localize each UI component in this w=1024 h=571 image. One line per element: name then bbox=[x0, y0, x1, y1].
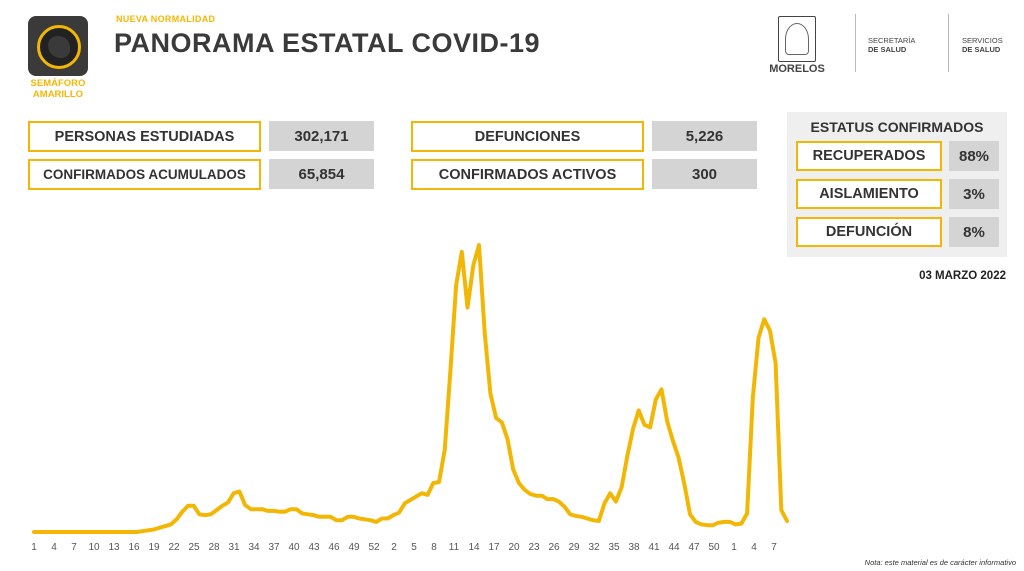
x-tick-label: 10 bbox=[88, 542, 100, 553]
x-tick-label: 34 bbox=[248, 542, 260, 553]
x-tick-label: 28 bbox=[208, 542, 220, 553]
x-tick-label: 38 bbox=[628, 542, 640, 553]
semaforo-icon bbox=[28, 16, 88, 76]
footnote: Nota: este material es de carácter infor… bbox=[864, 558, 1016, 567]
personas-label: PERSONAS ESTUDIADAS bbox=[28, 121, 261, 152]
x-tick-label: 31 bbox=[228, 542, 240, 553]
x-tick-label: 26 bbox=[548, 542, 560, 553]
servicios-line1: SERVICIOS bbox=[962, 36, 1003, 45]
defunciones-label: DEFUNCIONES bbox=[411, 121, 644, 152]
report-date: 03 MARZO 2022 bbox=[919, 270, 1006, 282]
x-tick-label: 23 bbox=[528, 542, 540, 553]
x-tick-label: 25 bbox=[188, 542, 200, 553]
status-title: ESTATUS CONFIRMADOS bbox=[810, 119, 984, 135]
x-tick-label: 40 bbox=[288, 542, 300, 553]
x-tick-label: 5 bbox=[411, 542, 417, 553]
x-tick-label: 1 bbox=[731, 542, 737, 553]
x-tick-label: 46 bbox=[328, 542, 340, 553]
x-tick-label: 49 bbox=[348, 542, 360, 553]
x-tick-label: 4 bbox=[751, 542, 757, 553]
confirmados-value: 65,854 bbox=[269, 159, 374, 189]
status-defuncion-value: 8% bbox=[949, 217, 999, 247]
semaforo-line1: SEMÁFORO bbox=[30, 78, 86, 89]
x-tick-label: 2 bbox=[391, 542, 397, 553]
secretaria-line2: DE SALUD bbox=[868, 45, 907, 54]
status-recuperados-value: 88% bbox=[949, 141, 999, 171]
x-tick-label: 29 bbox=[568, 542, 580, 553]
divider bbox=[948, 14, 949, 72]
x-tick-label: 47 bbox=[688, 542, 700, 553]
divider bbox=[855, 14, 856, 72]
activos-value: 300 bbox=[652, 159, 757, 189]
x-tick-label: 37 bbox=[268, 542, 280, 553]
x-tick-label: 52 bbox=[368, 542, 380, 553]
x-tick-label: 11 bbox=[449, 542, 460, 553]
x-tick-label: 13 bbox=[108, 542, 120, 553]
state-map-icon bbox=[37, 25, 81, 69]
x-axis-ticks: 1 4 7 10 13 16 19 22 25 28 31 34 37 40 43 46 49 52 2 5 8 11 14… bbox=[31, 542, 777, 553]
personas-value: 302,171 bbox=[269, 121, 374, 151]
servicios-line2: DE SALUD bbox=[962, 45, 1001, 54]
status-aislamiento-value: 3% bbox=[949, 179, 999, 209]
x-tick-label: 7 bbox=[771, 542, 777, 553]
semaforo-line2: AMARILLO bbox=[32, 89, 84, 100]
x-tick-label: 32 bbox=[588, 542, 600, 553]
x-tick-label: 8 bbox=[431, 542, 437, 553]
secretaria-line1: SECRETARÍA bbox=[868, 36, 916, 45]
confirmados-label: CONFIRMADOS ACUMULADOS bbox=[28, 159, 261, 190]
status-defuncion-label: DEFUNCIÓN bbox=[796, 217, 942, 247]
x-tick-label: 1 bbox=[31, 542, 37, 553]
logo-servicios: SERVICIOS DE SALUD bbox=[962, 36, 1003, 54]
page-subtitle: NUEVA NORMALIDAD bbox=[116, 14, 216, 24]
cases-line-chart: 1 4 7 10 13 16 19 22 25 28 31 34 37 40 43 46 49 52 2 5 8 11 14… bbox=[31, 243, 789, 553]
x-tick-label: 17 bbox=[488, 542, 500, 553]
x-tick-label: 19 bbox=[148, 542, 160, 553]
defunciones-value: 5,226 bbox=[652, 121, 757, 151]
x-tick-label: 43 bbox=[308, 542, 320, 553]
x-tick-label: 50 bbox=[708, 542, 720, 553]
x-tick-label: 4 bbox=[51, 542, 57, 553]
x-tick-label: 20 bbox=[508, 542, 520, 553]
x-tick-label: 22 bbox=[168, 542, 180, 553]
morelos-crest-icon bbox=[778, 16, 816, 62]
activos-label: CONFIRMADOS ACTIVOS bbox=[411, 159, 644, 190]
logo-secretaria: SECRETARÍA DE SALUD bbox=[868, 36, 915, 54]
x-tick-label: 7 bbox=[71, 542, 77, 553]
x-tick-label: 41 bbox=[648, 542, 660, 553]
x-tick-label: 14 bbox=[468, 542, 480, 553]
series-line bbox=[32, 243, 789, 534]
semaforo-label: SEMÁFORO AMARILLO bbox=[14, 78, 102, 100]
x-tick-label: 35 bbox=[608, 542, 620, 553]
x-tick-label: 16 bbox=[128, 542, 140, 553]
x-tick-label: 44 bbox=[668, 542, 680, 553]
status-recuperados-label: RECUPERADOS bbox=[796, 141, 942, 171]
page-title: PANORAMA ESTATAL COVID-19 bbox=[114, 28, 541, 58]
logo-morelos: MORELOS bbox=[769, 63, 825, 75]
status-aislamiento-label: AISLAMIENTO bbox=[796, 179, 942, 209]
